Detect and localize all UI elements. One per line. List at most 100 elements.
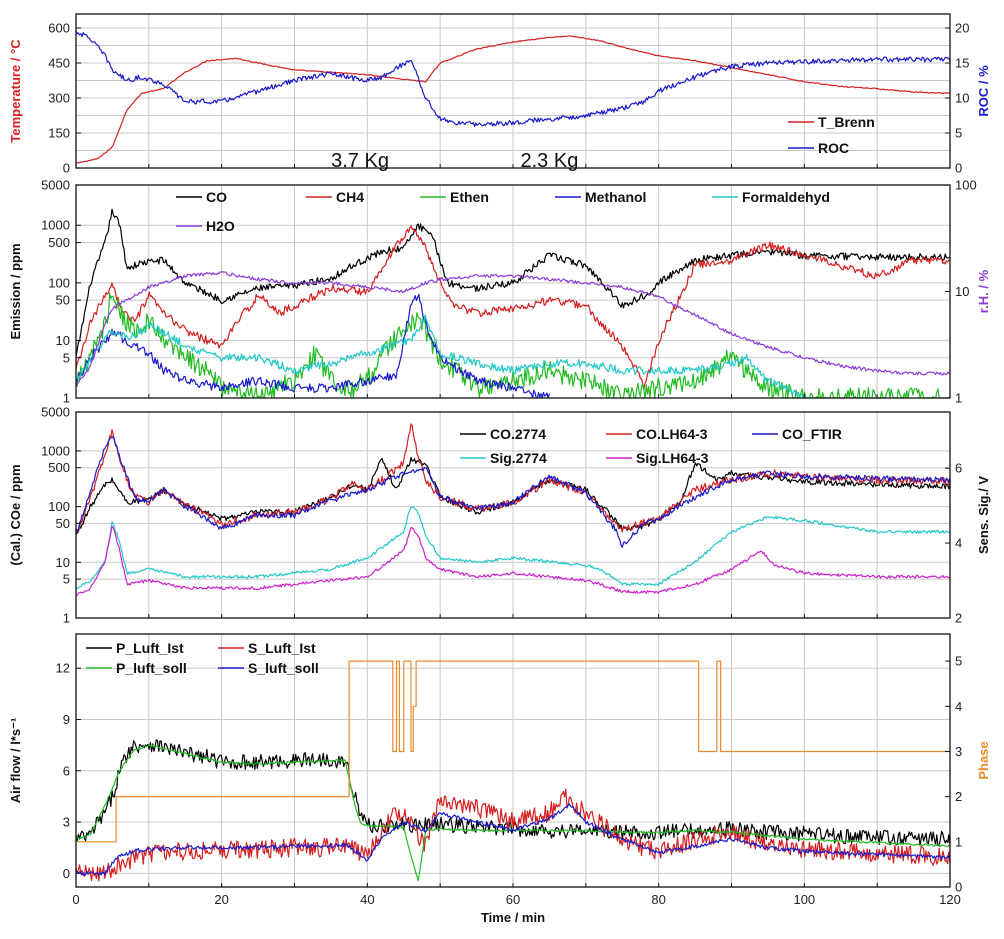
legend-label: Ethen [450, 189, 489, 205]
x-axis [75, 394, 951, 398]
grid [76, 185, 950, 398]
y-tick-label: 100 [48, 275, 70, 290]
y-axis-label: Temperature / °C [8, 39, 23, 143]
y2-tick-label: 4 [955, 699, 962, 714]
series-line-h2o [75, 271, 951, 386]
y2-tick-label: 10 [955, 284, 969, 299]
y2-tick-label: 6 [955, 461, 962, 476]
legend-label: Sig.2774 [490, 450, 547, 466]
y-tick-label: 50 [56, 293, 70, 308]
grid [76, 412, 950, 618]
grid [76, 14, 950, 168]
y-tick-label: 5000 [41, 405, 70, 420]
series-line-co-ftir [75, 435, 951, 548]
y-tick-label: 1 [63, 611, 70, 626]
y2-tick-label: 1 [955, 834, 962, 849]
y-tick-label: 10 [56, 555, 70, 570]
y-tick-label: 300 [48, 91, 70, 106]
y2-tick-label: 0 [955, 161, 962, 176]
y-tick-label: 5000 [41, 178, 70, 193]
annotation-label: 2.3 Kg [521, 150, 579, 172]
y2-tick-label: 4 [955, 536, 962, 551]
x-tick-label: 120 [939, 892, 961, 907]
y2-tick-label: 5 [955, 126, 962, 141]
x-axis: 0 20 40 60 80 100 120 [72, 883, 961, 907]
panel-2: 1 5 10 50 100 500 1000 5000 1 10 100 Emission / ppm… [8, 178, 991, 406]
y2-axis-label: r.H. / % [976, 269, 991, 313]
legend-label: H2O [206, 218, 235, 234]
series-group [75, 660, 951, 882]
y-axis-right: 0 5 10 15 20 [945, 21, 969, 176]
legend-label: P_luft_soll [116, 660, 187, 676]
x-tick-label: 0 [72, 892, 79, 907]
legend-label: P_Luft_Ist [116, 640, 184, 656]
y-tick-label: 1 [63, 391, 70, 406]
y-tick-label: 100 [48, 499, 70, 514]
x-tick-label: 60 [506, 892, 520, 907]
y-tick-label: 500 [48, 235, 70, 250]
legend: P_Luft_Ist S_Luft_Ist P_luft_soll S_luft_so… [86, 640, 319, 676]
x-axis [75, 614, 951, 618]
y-axis-left: 0 3 6 9 12 [56, 661, 81, 881]
y2-axis-label: ROC / % [976, 65, 991, 117]
y2-tick-label: 0 [955, 880, 962, 895]
legend-label: ROC [818, 140, 849, 156]
series-line-phase [76, 660, 950, 843]
y-axis-left: 1 5 10 50 100 500 1000 5000 [41, 178, 81, 406]
legend: CO.2774 CO.LH64-3 CO_FTIR Sig.2774 Sig.LH64-… [460, 426, 842, 466]
x-tick-label: 100 [793, 892, 815, 907]
y-tick-label: 0 [63, 161, 70, 176]
y2-tick-label: 100 [955, 178, 977, 193]
legend-label: CO [206, 189, 227, 205]
y-tick-label: 12 [56, 661, 70, 676]
y-tick-label: 9 [63, 712, 70, 727]
y2-tick-label: 15 [955, 56, 969, 71]
y2-axis-label: Phase [976, 741, 991, 779]
y-axis-right: 0 1 2 3 4 5 [945, 654, 962, 895]
grid [76, 634, 950, 887]
x-tick-label: 20 [214, 892, 228, 907]
legend-label: S_luft_soll [248, 660, 319, 676]
y-tick-label: 6 [63, 763, 70, 778]
legend-label: Formaldehyd [742, 189, 830, 205]
series-line-s-luft-soll [75, 803, 951, 876]
legend: CO CH4 Ethen Methanol Formaldehyd H2O [176, 189, 830, 234]
y-axis-left: 0 150 300 450 600 [48, 21, 81, 176]
legend-label: CH4 [336, 189, 364, 205]
y-tick-label: 150 [48, 126, 70, 141]
x-axis [75, 164, 951, 168]
legend-label: S_Luft_Ist [248, 640, 316, 656]
y-axis-label: (Cal.) COe / ppm [8, 464, 23, 565]
legend-label: T_Brenn [818, 114, 875, 130]
y-tick-label: 1000 [41, 443, 70, 458]
series-line-t-brenn [75, 35, 951, 164]
y-axis-right: 1 10 100 [945, 178, 977, 406]
y2-tick-label: 20 [955, 21, 969, 36]
y-tick-label: 500 [48, 460, 70, 475]
series-line-co [75, 208, 951, 357]
y2-tick-label: 1 [955, 391, 962, 406]
legend-label: CO.2774 [490, 426, 546, 442]
y-tick-label: 0 [63, 866, 70, 881]
legend-label: CO.LH64-3 [636, 426, 708, 442]
y-tick-label: 1000 [41, 218, 70, 233]
y2-tick-label: 10 [955, 91, 969, 106]
y-tick-label: 600 [48, 21, 70, 36]
y-tick-label: 10 [56, 333, 70, 348]
legend-label: Sig.LH64-3 [636, 450, 709, 466]
y2-tick-label: 3 [955, 744, 962, 759]
y-tick-label: 3 [63, 815, 70, 830]
y-tick-label: 5 [63, 350, 70, 365]
panel-1: 0 150 300 450 600 0 5 10 15 20 Temperature / °C ROC… [8, 13, 991, 176]
series-line-co-2774 [75, 456, 951, 535]
y-axis-left: 1 5 10 50 100 500 1000 5000 [41, 405, 81, 626]
y-tick-label: 450 [48, 56, 70, 71]
series-group [75, 30, 951, 164]
y-axis-label: Air flow / l*s⁻¹ [8, 718, 23, 804]
series-line-sig-2774 [75, 506, 951, 590]
legend-label: CO_FTIR [782, 426, 842, 442]
series-line-ch4 [75, 225, 951, 390]
y-tick-label: 50 [56, 516, 70, 531]
